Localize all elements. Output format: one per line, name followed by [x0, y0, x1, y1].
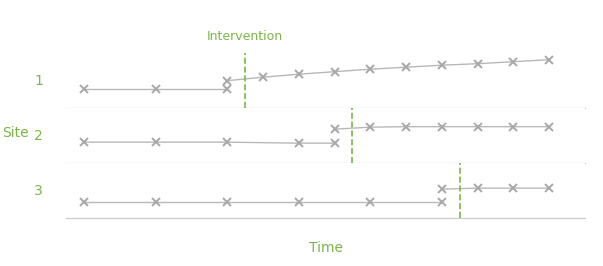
Text: 1: 1	[34, 74, 43, 88]
Text: 2: 2	[34, 129, 43, 143]
Text: Time: Time	[309, 241, 343, 255]
Text: Intervention: Intervention	[207, 30, 283, 43]
Text: 3: 3	[34, 184, 43, 198]
Text: Site: Site	[2, 126, 28, 140]
